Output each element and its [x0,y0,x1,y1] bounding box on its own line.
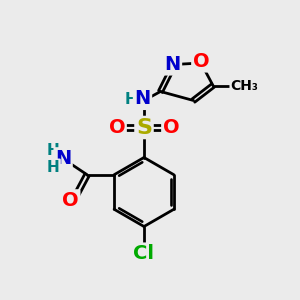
Text: H: H [125,92,138,106]
Text: S: S [136,118,152,137]
Text: N: N [134,89,151,109]
Text: N: N [164,55,181,74]
Text: O: O [62,191,79,210]
Text: Cl: Cl [134,244,154,263]
Text: O: O [109,118,125,137]
Text: N: N [55,149,71,168]
Text: O: O [193,52,209,71]
Text: CH₃: CH₃ [231,79,258,92]
Text: O: O [163,118,179,137]
Text: H: H [47,160,60,175]
Text: H: H [47,143,60,158]
